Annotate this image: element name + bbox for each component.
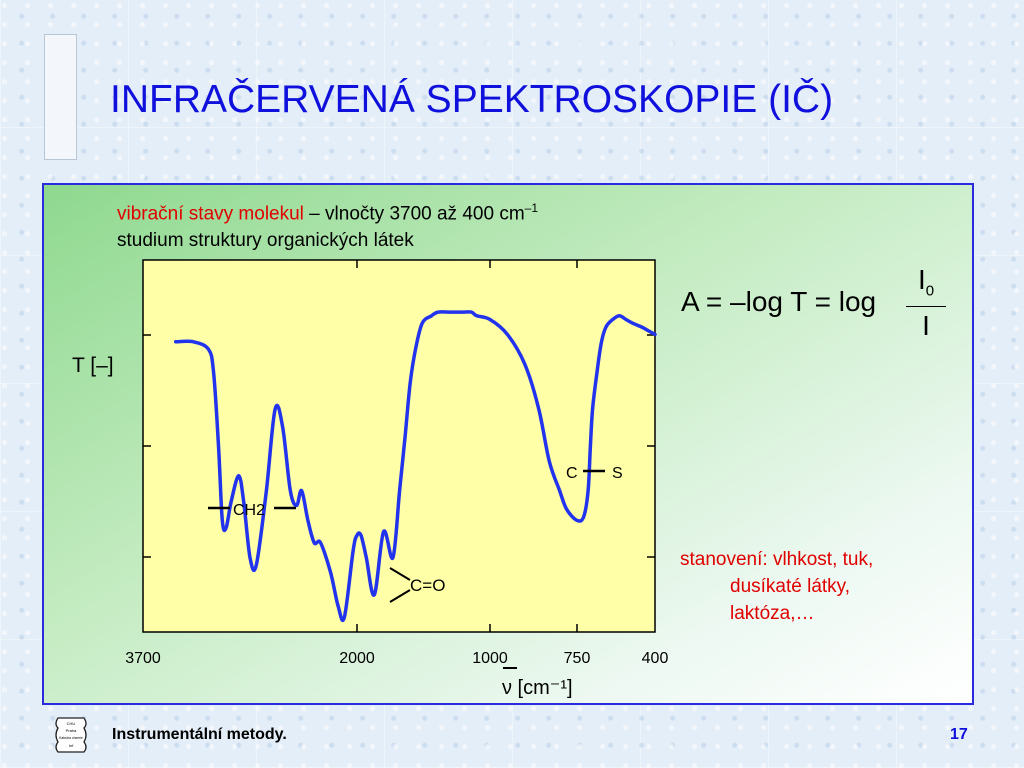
intro-exponent: –1 [524,201,539,215]
slide-title: INFRAČERVENÁ SPEKTROSKOPIE (IČ) [110,78,834,121]
y-axis-label: T [–] [72,354,114,377]
co-label: C=O [410,576,445,595]
formula-denominator: I [922,310,930,341]
applications-note: stanovení: vlhkost, tuk, dusíkaté látky,… [680,546,960,627]
fraction-bar [906,306,946,307]
x-axis-label-text: ν [cm⁻¹] [502,677,573,699]
c-label: C [566,465,578,482]
x-tick-labels: 3700 2000 1000 750 400 [125,650,668,667]
svg-text:Praha: Praha [66,728,77,733]
intro-highlight: vibrační stavy molekul [117,203,304,225]
x-tick-label: 2000 [339,650,375,667]
ch2-label: CH2 [233,502,265,519]
formula-lhs: A = –log T = log [681,286,877,317]
absorbance-formula: A = –log T = log I0 I [681,262,961,352]
svg-text:Katedra chemie: Katedra chemie [59,736,83,740]
s-label: S [612,465,623,482]
x-tick-label: 1000 [472,650,508,667]
note-line-3: laktóza,… [730,603,815,624]
x-tick-label: 3700 [125,650,161,667]
spectrum-curve [173,310,657,623]
x-tick-label: 400 [642,650,669,667]
intro-text: vibrační stavy molekul – vlnočty 3700 až… [117,195,538,254]
intro-range: vlnočty 3700 až 400 cm [325,203,525,225]
intro-line-2: studium struktury organických látek [117,230,414,252]
plot-area [142,259,656,633]
page-number: 17 [950,726,968,743]
corner-decoration [44,34,77,160]
department-logo-icon: CHU Praha Katedra chemie Inf [55,717,87,753]
svg-text:CHU: CHU [67,721,76,726]
svg-text:Inf: Inf [69,743,74,748]
ch2-annotation: CH2 [208,502,296,519]
intro-line-1: vibrační stavy molekul – vlnočty 3700 až… [117,195,538,227]
x-axis-label: ν [cm⁻¹] [502,667,573,699]
cs-annotation: C S [566,465,623,482]
x-tick-label: 750 [564,650,591,667]
footer-course-title: Instrumentální metody. [112,726,287,743]
note-line-1: stanovení: vlhkost, tuk, [680,549,874,570]
intro-dash: – [303,203,326,225]
formula-numerator: I0 [917,264,935,300]
note-line-2: dusíkaté látky, [730,576,851,597]
co-annotation: C=O [389,567,445,603]
